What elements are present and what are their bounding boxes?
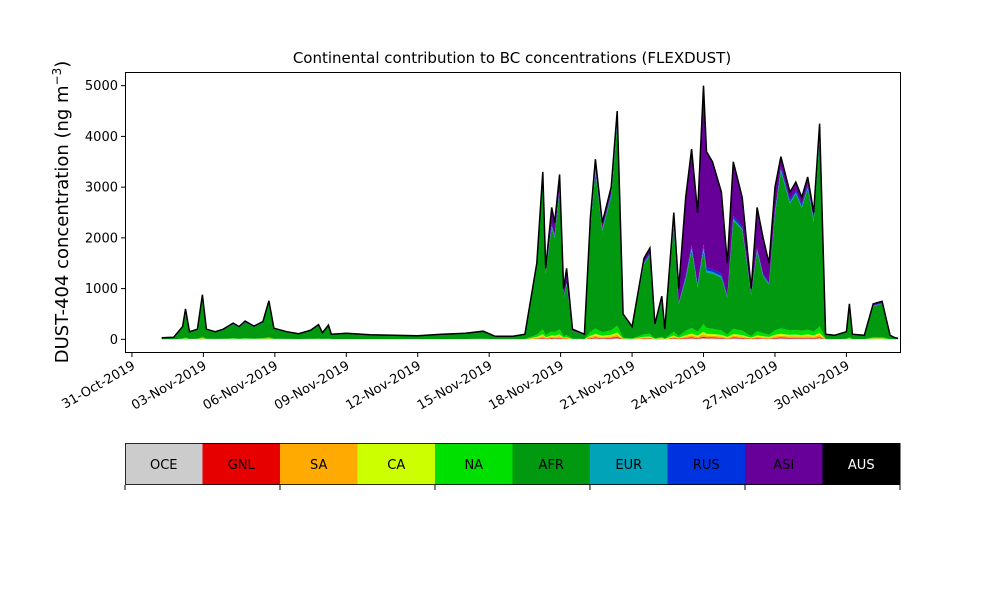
legend-swatch-aus — [822, 443, 901, 485]
legend-label: CA — [387, 458, 405, 473]
legend-swatch-oce — [125, 443, 203, 485]
area-gnl — [161, 336, 898, 340]
legend-swatch-rus — [667, 443, 746, 485]
y-tick-label: 2000 — [85, 231, 118, 246]
y-axis-label: DUST-404 concentration (ng m−3) — [50, 61, 73, 364]
area-afr — [161, 124, 898, 340]
legend-swatch-gnl — [202, 443, 281, 485]
stacked-areas — [161, 85, 898, 340]
legend-label: SA — [310, 458, 327, 473]
legend-colorbar: OCE GNL SA CA NA AFR EUR RUS ASI AUS — [124, 443, 901, 490]
y-axis-label-close: ) — [52, 61, 73, 68]
x-tick-label: 31-Oct-2019 — [60, 358, 138, 412]
x-tick-label: 18-Nov-2019 — [486, 358, 566, 413]
legend-swatch-ca — [357, 443, 436, 485]
legend-label: GNL — [228, 458, 256, 473]
area-sa — [161, 334, 898, 340]
legend-swatch-afr — [512, 443, 591, 485]
legend-swatch-eur — [590, 443, 668, 485]
legend-label: EUR — [615, 458, 642, 473]
y-tick-label: 5000 — [85, 79, 118, 94]
x-tick-label: 03-Nov-2019 — [129, 358, 209, 413]
legend-swatch-na — [435, 443, 513, 485]
x-tick-label: 30-Nov-2019 — [772, 358, 852, 413]
x-tick-label: 24-Nov-2019 — [629, 358, 709, 413]
legend-label: AUS — [848, 458, 875, 473]
legend-frame — [125, 443, 900, 485]
y-tick-label: 3000 — [85, 181, 118, 196]
x-tick-label: 12-Nov-2019 — [343, 358, 423, 413]
legend-label: RUS — [693, 458, 720, 473]
area-oce — [161, 338, 898, 340]
x-tick-label: 27-Nov-2019 — [701, 358, 781, 413]
legend-label: ASI — [773, 458, 794, 473]
legend-swatch-sa — [280, 443, 358, 485]
y-tick-label: 4000 — [85, 130, 118, 145]
legend-label: OCE — [150, 458, 178, 473]
chart-title: Continental contribution to BC concentra… — [293, 49, 731, 67]
y-axis: 0 1000 2000 3000 4000 5000 — [85, 79, 126, 348]
x-tick-label: 15-Nov-2019 — [415, 358, 495, 413]
area-na — [161, 324, 898, 340]
y-tick-label: 0 — [110, 333, 118, 348]
plot-frame — [125, 72, 901, 353]
y-axis-label-main: DUST-404 concentration (ng m — [52, 85, 73, 363]
legend-swatch-asi — [745, 443, 823, 485]
x-axis: 31-Oct-201903-Nov-201906-Nov-201909-Nov-… — [60, 352, 852, 413]
legend-label: AFR — [539, 458, 564, 473]
total-outline — [161, 85, 899, 340]
x-tick-label: 09-Nov-2019 — [272, 358, 352, 413]
y-tick-label: 1000 — [85, 282, 118, 297]
y-axis-label-sup: −3 — [50, 68, 64, 86]
legend-label: NA — [464, 458, 483, 473]
x-tick-label: 06-Nov-2019 — [201, 358, 281, 413]
x-tick-label: 21-Nov-2019 — [558, 358, 638, 413]
